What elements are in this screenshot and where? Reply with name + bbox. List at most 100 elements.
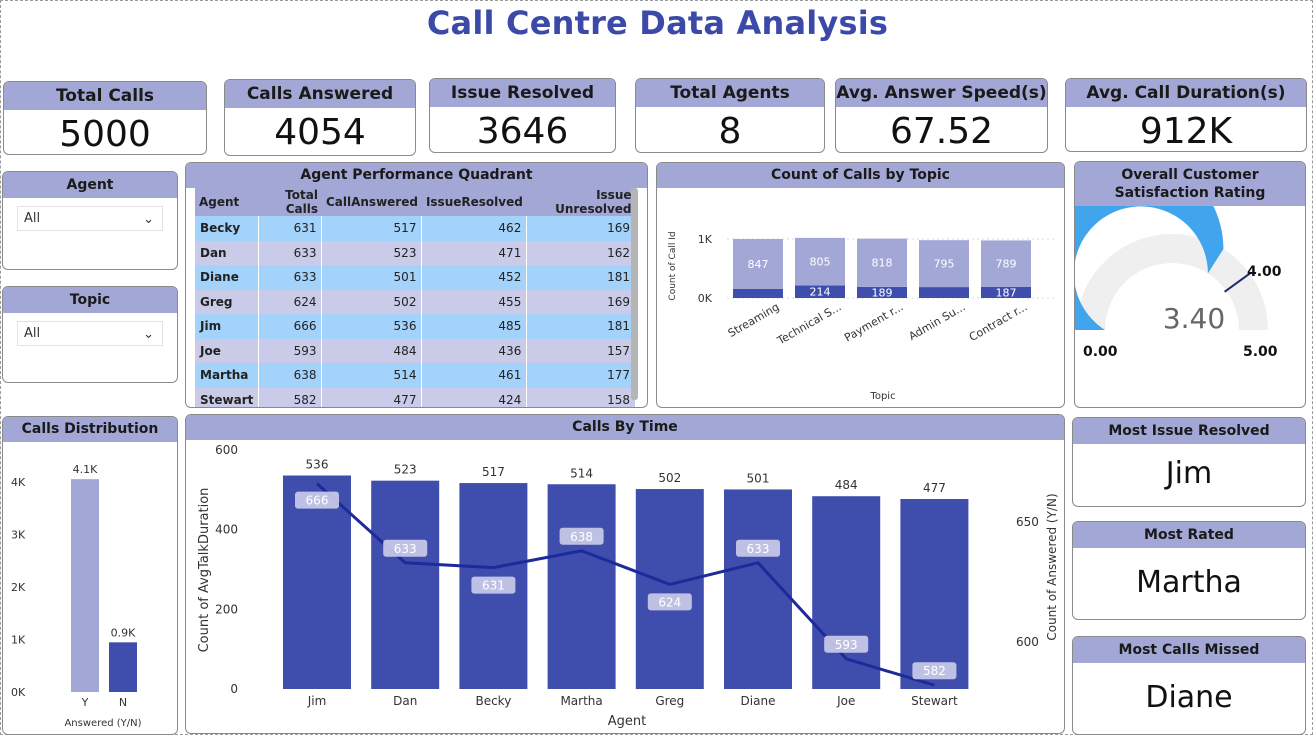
- bar-data-label: 517: [482, 465, 505, 479]
- line-label-box: [559, 527, 604, 545]
- column-header[interactable]: Agent: [195, 188, 259, 216]
- topic-bar-segment: [981, 286, 1031, 298]
- topic-dropdown[interactable]: All ⌄: [17, 321, 163, 346]
- topic-bar-segment: [857, 238, 907, 287]
- y-tick-label: 0: [230, 682, 238, 696]
- table-cell: 514: [321, 363, 423, 388]
- kpi-value: 3646: [476, 111, 569, 152]
- table-row[interactable]: Jim 666 536 485 181: [195, 314, 636, 339]
- topic-chart-title: Count of Calls by Topic: [657, 163, 1064, 188]
- y-tick-label: 0K: [11, 686, 26, 699]
- topic-slicer-label: Topic: [3, 287, 177, 313]
- agent-bar: [547, 484, 616, 689]
- kpi-avg-answer-speed[interactable]: Avg. Answer Speed(s) 67.52: [835, 78, 1048, 153]
- table-cell: 169: [526, 289, 636, 314]
- bar-data-label: 501: [747, 471, 770, 485]
- kpi-total-agents[interactable]: Total Agents 8: [635, 78, 825, 153]
- table-row[interactable]: Becky 631 517 462 169: [195, 216, 636, 241]
- data-label: 214: [810, 286, 831, 299]
- agent-performance-table: Agent Total Calls CallAnswered IssueReso…: [195, 188, 636, 407]
- line-label-box: [824, 635, 869, 653]
- kpi-issue-resolved[interactable]: Issue Resolved 3646: [429, 78, 616, 153]
- topic-bar-segment: [981, 240, 1031, 287]
- y2-axis-title: Count of Answered (Y/N): [1045, 493, 1059, 640]
- x-axis-title: Answered (Y/N): [64, 718, 141, 729]
- most-issue-resolved-card[interactable]: Most Issue Resolved Jim: [1072, 417, 1306, 507]
- x-tick-label: Contract r...: [967, 300, 1030, 344]
- kpi-value: 5000: [59, 114, 151, 155]
- table-cell: 169: [526, 216, 636, 241]
- topic-bar-segment: [733, 288, 783, 298]
- column-header[interactable]: IssueResolved: [421, 188, 527, 216]
- side-card-value: Martha: [1136, 565, 1242, 600]
- line-label-box: [471, 576, 516, 594]
- side-card-label: Most Rated: [1073, 522, 1305, 548]
- gauge-max-label: 5.00: [1243, 344, 1278, 360]
- kpi-label: Total Calls: [4, 82, 206, 110]
- agent-slicer: Agent All ⌄: [2, 171, 178, 270]
- x-tick-label: N: [119, 696, 127, 709]
- table-cell: 638: [258, 363, 323, 388]
- y2-tick-label: 650: [1016, 515, 1039, 529]
- gauge-target-marker: [1223, 271, 1252, 293]
- topic-bar-segment: [795, 285, 845, 298]
- y-tick-label: 2K: [11, 581, 26, 594]
- kpi-label: Calls Answered: [225, 80, 415, 108]
- agent-dropdown[interactable]: All ⌄: [17, 206, 163, 231]
- line-data-label: 633: [394, 542, 417, 556]
- data-label: 789: [996, 258, 1017, 271]
- x-axis-title: Topic: [869, 391, 895, 402]
- agent-slicer-label: Agent: [3, 172, 177, 198]
- table-row[interactable]: Greg 624 502 455 169: [195, 289, 636, 314]
- data-label: 847: [748, 258, 769, 271]
- most-calls-missed-card[interactable]: Most Calls Missed Diane: [1072, 636, 1306, 735]
- agent-name-cell: Stewart: [195, 387, 260, 407]
- table-cell: 631: [258, 216, 323, 241]
- agent-name-cell: Greg: [195, 289, 260, 314]
- calls-distribution-panel: Calls Distribution 0K 1K 2K 3K 4K 4.1K Y 0.9K N A…: [2, 416, 178, 735]
- line-data-label: 631: [482, 579, 505, 593]
- x-tick-label: Diane: [741, 694, 776, 708]
- x-tick-label: Becky: [475, 694, 511, 708]
- table-header-row: Agent Total Calls CallAnswered IssueReso…: [195, 188, 636, 216]
- kpi-avg-call-duration[interactable]: Avg. Call Duration(s) 912K: [1065, 78, 1307, 152]
- table-cell: 484: [321, 338, 423, 363]
- topic-slicer: Topic All ⌄: [2, 286, 178, 383]
- y-tick-label: 1K: [11, 634, 26, 647]
- kpi-value: 4054: [274, 112, 366, 153]
- topic-dropdown-value: All: [24, 326, 41, 341]
- line-data-label: 638: [570, 530, 593, 544]
- table-row[interactable]: Martha 638 514 461 177: [195, 363, 636, 388]
- x-tick-label: Dan: [393, 694, 417, 708]
- agent-name-cell: Becky: [195, 216, 260, 241]
- kpi-calls-answered[interactable]: Calls Answered 4054: [224, 79, 416, 156]
- table-row[interactable]: Stewart 582 477 424 158: [195, 387, 636, 407]
- agent-bar: [283, 475, 351, 689]
- column-header[interactable]: Total Calls: [258, 188, 322, 216]
- side-card-label: Most Calls Missed: [1073, 637, 1305, 663]
- data-label: 4.1K: [73, 463, 98, 476]
- topic-bar-segment: [919, 240, 969, 288]
- table-cell: 485: [421, 314, 528, 339]
- y2-tick-label: 600: [1016, 635, 1039, 649]
- table-scrollbar[interactable]: [631, 188, 638, 400]
- table-cell: 477: [321, 387, 423, 407]
- kpi-total-calls[interactable]: Total Calls 5000: [3, 81, 207, 155]
- table-row[interactable]: Dan 633 523 471 162: [195, 240, 636, 265]
- gauge-min-label: 0.00: [1083, 344, 1118, 360]
- data-label: 795: [934, 258, 955, 271]
- column-header[interactable]: Issue Unresolved: [526, 188, 636, 216]
- table-cell: 582: [258, 387, 323, 407]
- table-cell: 177: [526, 363, 636, 388]
- data-label: 189: [872, 286, 893, 299]
- table-cell: 624: [258, 289, 323, 314]
- table-row[interactable]: Diane 633 501 452 181: [195, 265, 636, 290]
- topic-bar-segment: [733, 239, 783, 289]
- agent-name-cell: Joe: [195, 338, 260, 363]
- most-rated-card[interactable]: Most Rated Martha: [1072, 521, 1306, 620]
- table-cell: 455: [421, 289, 528, 314]
- agent-name-cell: Dan: [195, 240, 260, 265]
- table-row[interactable]: Joe 593 484 436 157: [195, 338, 636, 363]
- side-card-value: Jim: [1165, 456, 1213, 491]
- column-header[interactable]: CallAnswered: [321, 188, 422, 216]
